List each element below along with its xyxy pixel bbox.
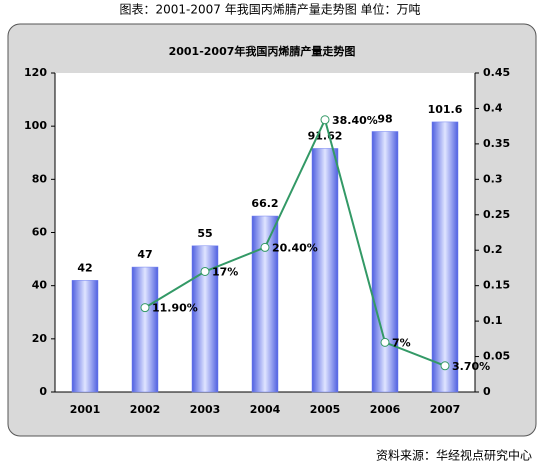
y-tick-label: 100 xyxy=(24,119,47,132)
bar xyxy=(371,131,399,393)
y2-tick-label: 0.05 xyxy=(483,350,510,363)
line-label: 17% xyxy=(212,265,238,278)
bar xyxy=(431,121,459,393)
line-marker xyxy=(320,115,330,125)
y2-tick-label: 0.25 xyxy=(483,208,510,221)
y-tick-label: 40 xyxy=(32,279,48,292)
bar xyxy=(71,280,99,393)
bar xyxy=(131,266,159,393)
x-tick-label: 2006 xyxy=(370,403,401,416)
bar-label: 55 xyxy=(197,227,212,240)
source: 资料来源：华经视点研究中心 xyxy=(376,448,532,463)
x-tick-label: 2004 xyxy=(250,403,281,416)
y2-tick-label: 0.4 xyxy=(483,101,503,114)
line xyxy=(144,116,446,367)
bar-label: 101.6 xyxy=(428,103,463,116)
y-tick-label: 0 xyxy=(39,385,47,398)
caption: 图表：2001-2007 年我国丙烯腈产量走势图 单位：万吨 xyxy=(119,2,420,17)
y-tick-label: 120 xyxy=(24,66,47,79)
line-label: 20.40% xyxy=(272,241,318,254)
line-marker xyxy=(200,266,210,276)
line-label: 7% xyxy=(392,336,411,349)
line-label: 11.90% xyxy=(152,302,198,315)
bar-label: 91.62 xyxy=(308,129,343,142)
y2-tick-label: 0.45 xyxy=(483,66,510,79)
bar-label: 47 xyxy=(137,248,152,261)
x-tick-label: 2001 xyxy=(70,403,101,416)
bar-label: 66.2 xyxy=(251,197,278,210)
y2-tick-label: 0 xyxy=(483,385,491,398)
y2-tick-label: 0.1 xyxy=(483,314,503,327)
line-label: 3.70% xyxy=(452,360,490,373)
y-tick-label: 60 xyxy=(32,226,48,239)
x-tick-label: 2002 xyxy=(130,403,161,416)
y2-tick-label: 0.3 xyxy=(483,172,503,185)
line-marker xyxy=(260,242,270,252)
line-marker xyxy=(140,303,150,313)
y2-tick-label: 0.35 xyxy=(483,137,510,150)
y-tick-label: 20 xyxy=(32,332,48,345)
x-tick-label: 2003 xyxy=(190,403,221,416)
y2-tick-label: 0.2 xyxy=(483,243,503,256)
x-tick-label: 2005 xyxy=(310,403,341,416)
line-label: 38.40% xyxy=(332,114,378,127)
y2-tick-label: 0.15 xyxy=(483,279,510,292)
bar-label: 98 xyxy=(377,112,392,125)
line-marker xyxy=(380,337,390,347)
line-marker xyxy=(440,361,450,371)
y-tick-label: 80 xyxy=(32,172,48,185)
bar xyxy=(311,148,339,393)
bar-label: 42 xyxy=(77,261,92,274)
x-tick-label: 2007 xyxy=(430,403,461,416)
chart-title: 2001-2007年我国丙烯腈产量走势图 xyxy=(169,44,356,58)
